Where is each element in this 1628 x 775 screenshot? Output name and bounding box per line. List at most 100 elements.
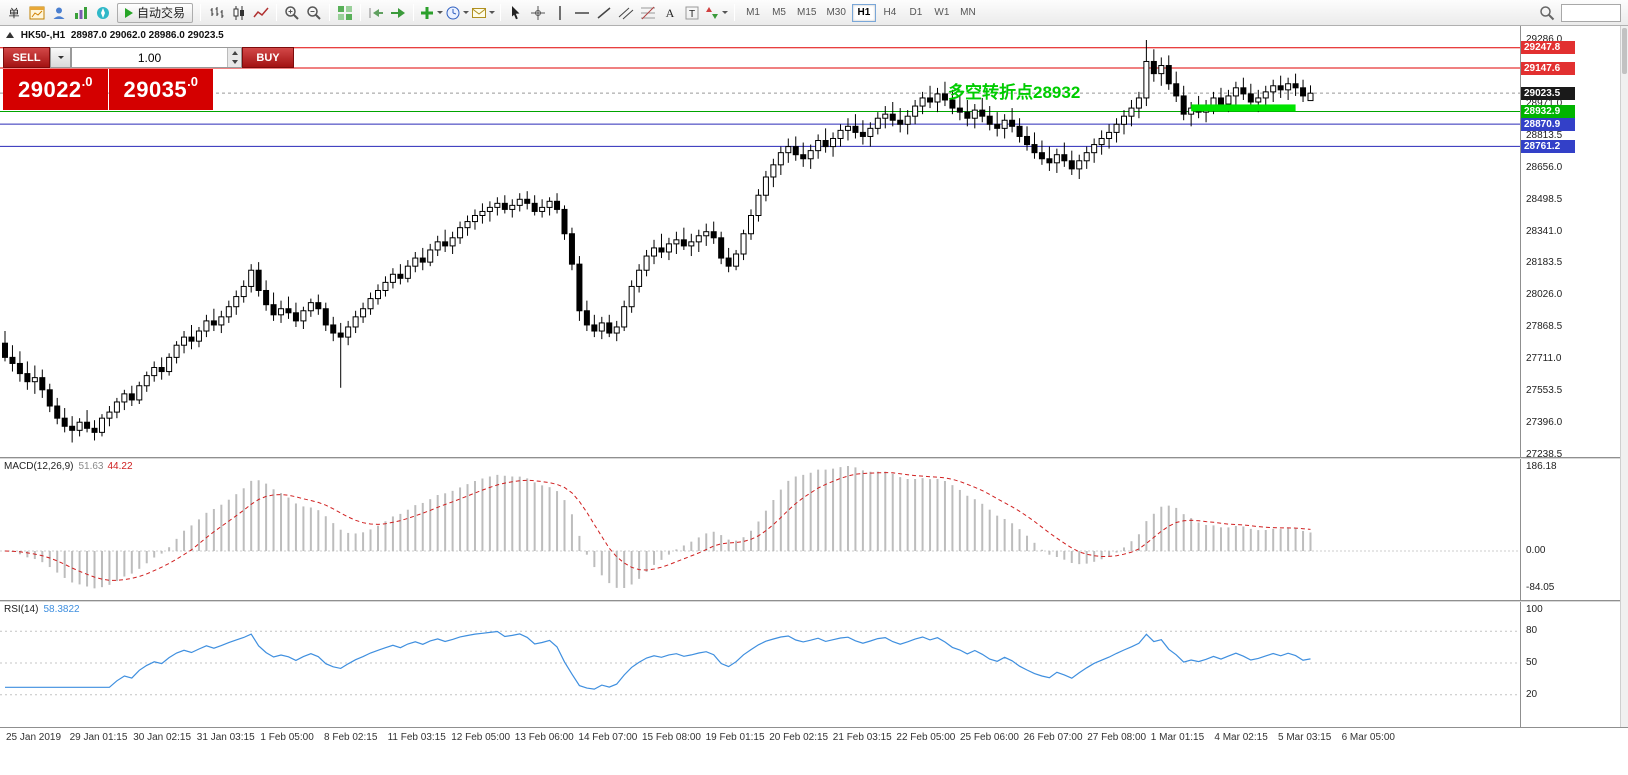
auto-scroll-icon[interactable] <box>387 3 409 23</box>
toolbar-separator <box>734 4 736 21</box>
equidistant-channel-icon[interactable] <box>615 3 637 23</box>
cursor-icon[interactable] <box>505 3 527 23</box>
timeframe-bar: M1 M5 M15 M30 H1 H4 D1 W1 MN <box>740 3 981 22</box>
price-tick: 28498.5 <box>1526 193 1563 205</box>
buy-button[interactable]: BUY <box>242 47 294 68</box>
timeframe-h1[interactable]: H1 <box>851 3 876 22</box>
main-chart-panel[interactable]: HK50-,H1 28987.0 29062.0 28986.0 29023.5… <box>0 26 1520 457</box>
autotrading-button[interactable]: 自动交易 <box>117 2 194 23</box>
timeframe-m1[interactable]: M1 <box>741 4 765 22</box>
time-tick: 4 Mar 02:15 <box>1214 732 1268 743</box>
svg-text:T: T <box>689 9 695 20</box>
time-tick: 14 Feb 07:00 <box>578 732 638 743</box>
trendline-icon[interactable] <box>593 3 615 23</box>
macd-signal-line <box>4 472 1311 581</box>
panel-splitter[interactable] <box>0 457 1628 459</box>
price-axis[interactable]: 29286.0 28971.0 28813.5 28656.0 28498.5 28341… <box>1520 26 1620 460</box>
new-order-button[interactable]: 单 <box>3 3 25 23</box>
main-chart-canvas[interactable] <box>0 26 1520 457</box>
periods-icon[interactable] <box>444 3 470 23</box>
vertical-scrollbar[interactable] <box>1620 26 1628 727</box>
macd-tick: -84.05 <box>1526 582 1555 593</box>
time-tick: 29 Jan 01:15 <box>69 732 128 743</box>
price-tick: 27868.5 <box>1526 321 1563 333</box>
scrollbar-thumb[interactable] <box>1622 28 1627 74</box>
time-tick: 27 Feb 08:00 <box>1087 732 1147 743</box>
navigator-icon[interactable] <box>92 3 114 23</box>
rsi-label: RSI(14) 58.3822 <box>4 604 80 615</box>
rsi-axis[interactable]: 100 80 50 20 <box>1520 602 1620 727</box>
time-axis[interactable]: 25 Jan 2019 29 Jan 01:15 30 Jan 02:15 31 Ja… <box>0 727 1628 747</box>
timeframe-d1[interactable]: D1 <box>904 4 928 22</box>
price-badge-resistance-1: 29247.8 <box>1521 41 1575 55</box>
toolbar-separator <box>500 4 502 21</box>
vertical-line-icon[interactable] <box>549 3 571 23</box>
time-tick: 19 Feb 01:15 <box>705 732 765 743</box>
symbol-period-label: HK50-,H1 <box>20 30 66 41</box>
rsi-panel[interactable]: RSI(14) 58.3822 <box>0 602 1520 727</box>
time-tick: 20 Feb 02:15 <box>769 732 829 743</box>
profile-icon[interactable] <box>48 3 70 23</box>
text-label-icon[interactable]: T <box>681 3 703 23</box>
toolbar-search-input[interactable] <box>1561 3 1621 22</box>
panel-splitter[interactable] <box>0 600 1628 602</box>
timeframe-mn[interactable]: MN <box>956 4 980 22</box>
price-badge-support-2: 28761.2 <box>1521 139 1575 153</box>
text-icon[interactable]: A <box>659 3 681 23</box>
timeframe-m30[interactable]: M30 <box>822 4 849 22</box>
volume-field <box>71 47 242 68</box>
price-tick: 28341.0 <box>1526 225 1563 237</box>
macd-canvas <box>0 466 1520 589</box>
volume-decrease-button[interactable] <box>228 57 241 67</box>
buy-price-display[interactable]: 29035.0 <box>108 69 213 110</box>
price-badge-support-1: 28870.9 <box>1521 117 1575 131</box>
time-tick: 25 Feb 06:00 <box>960 732 1019 743</box>
search-icon[interactable] <box>1536 3 1558 23</box>
timeframe-m15[interactable]: M15 <box>793 4 820 22</box>
time-tick: 31 Jan 03:15 <box>196 732 255 743</box>
indicators-icon[interactable] <box>418 3 444 23</box>
volume-increase-button[interactable] <box>228 48 241 58</box>
candlesticks <box>2 39 1314 443</box>
line-chart-mode-icon[interactable] <box>250 3 272 23</box>
zoom-in-icon[interactable] <box>281 3 303 23</box>
timeframe-m5[interactable]: M5 <box>767 4 791 22</box>
chart-window-icon[interactable] <box>26 3 48 23</box>
fibonacci-icon[interactable] <box>637 3 659 23</box>
time-tick: 30 Jan 02:15 <box>133 732 192 743</box>
time-tick: 11 Feb 03:15 <box>387 732 446 743</box>
time-tick: 12 Feb 05:00 <box>451 732 511 743</box>
macd-panel[interactable]: MACD(12,26,9) 51.63 44.22 <box>0 459 1520 600</box>
trade-options-dropdown[interactable] <box>50 47 71 68</box>
time-tick: 1 Mar 01:15 <box>1150 732 1205 743</box>
rsi-tick: 20 <box>1526 688 1538 700</box>
rsi-tick: 50 <box>1526 657 1538 668</box>
candlestick-mode-icon[interactable] <box>228 3 250 23</box>
zoom-out-icon[interactable] <box>303 3 325 23</box>
templates-icon[interactable] <box>470 3 496 23</box>
pivot-zone[interactable] <box>1191 104 1296 112</box>
timeframe-w1[interactable]: W1 <box>930 4 954 22</box>
toolbar: 单 自动交易 A T M1 M5 M15 M30 H1 H4 D1 W1 MN <box>0 0 1628 26</box>
volume-input[interactable] <box>72 48 227 67</box>
time-tick: 8 Feb 02:15 <box>324 732 378 743</box>
ohlc-values: 28987.0 29062.0 28986.0 29023.5 <box>70 30 224 41</box>
timeframe-h4[interactable]: H4 <box>878 4 902 22</box>
sell-price-display[interactable]: 29022.0 <box>3 69 108 110</box>
chart-info-line[interactable]: HK50-,H1 28987.0 29062.0 28986.0 29023.5 <box>6 30 224 41</box>
macd-axis[interactable]: 186.18 0.00 -84.05 <box>1520 459 1620 600</box>
tile-windows-icon[interactable] <box>334 3 356 23</box>
rsi-tick: 80 <box>1526 625 1538 637</box>
horizontal-line-icon[interactable] <box>571 3 593 23</box>
price-tick: 28971.0 <box>1526 97 1563 109</box>
chart-shift-icon[interactable] <box>365 3 387 23</box>
arrow-tools-icon[interactable] <box>703 3 729 23</box>
market-watch-icon[interactable] <box>70 3 92 23</box>
sell-button[interactable]: SELL <box>3 47 50 68</box>
crosshair-icon[interactable] <box>527 3 549 23</box>
collapse-triangle-icon <box>6 32 14 38</box>
play-icon <box>125 7 133 18</box>
price-badge-current: 29023.5 <box>1521 86 1575 100</box>
bar-chart-mode-icon[interactable] <box>206 3 228 23</box>
